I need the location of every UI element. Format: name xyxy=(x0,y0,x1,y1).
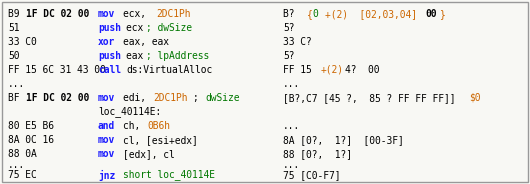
Text: ecx: ecx xyxy=(126,23,149,33)
Text: eax, eax: eax, eax xyxy=(123,37,169,47)
Text: push: push xyxy=(98,51,121,61)
Text: ...: ... xyxy=(283,79,301,89)
Text: ...: ... xyxy=(8,160,25,170)
Text: 1F DC 02 00: 1F DC 02 00 xyxy=(26,93,89,103)
Text: 2DC1Ph: 2DC1Ph xyxy=(156,9,190,19)
Text: short loc_40114E: short loc_40114E xyxy=(123,169,215,181)
Text: 80 E5 B6: 80 E5 B6 xyxy=(8,121,54,131)
Text: [B?,C7 [45 ?,  85 ? FF FF FF]]: [B?,C7 [45 ?, 85 ? FF FF FF]] xyxy=(283,93,455,103)
Text: 88 0A: 88 0A xyxy=(8,149,37,159)
Text: ...: ... xyxy=(283,160,301,170)
Text: 33 C0: 33 C0 xyxy=(8,37,37,47)
Text: B9: B9 xyxy=(8,9,25,19)
Text: dwSize: dwSize xyxy=(205,93,240,103)
Text: [edx], cl: [edx], cl xyxy=(123,149,175,159)
Text: 5?: 5? xyxy=(283,51,295,61)
Text: ...: ... xyxy=(8,79,25,89)
Text: ;: ; xyxy=(193,93,205,103)
Text: eax: eax xyxy=(126,51,149,61)
Text: mov: mov xyxy=(98,135,115,145)
Text: 88 [0?,  1?]: 88 [0?, 1?] xyxy=(283,149,352,159)
Text: +(2)  [02,03,04]: +(2) [02,03,04] xyxy=(325,9,423,19)
Text: ; dwSize: ; dwSize xyxy=(146,23,192,33)
Text: }: } xyxy=(439,9,445,19)
Text: and: and xyxy=(98,121,115,131)
Text: {: { xyxy=(307,9,313,19)
Text: ch,: ch, xyxy=(123,121,146,131)
Text: 50: 50 xyxy=(8,51,20,61)
Text: 00: 00 xyxy=(425,9,437,19)
Text: ; lpAddress: ; lpAddress xyxy=(146,51,209,61)
Text: 8A 0C 16: 8A 0C 16 xyxy=(8,135,54,145)
Text: FF 15 6C 31 43 00: FF 15 6C 31 43 00 xyxy=(8,65,106,75)
Text: mov: mov xyxy=(98,9,115,19)
Text: $0: $0 xyxy=(469,93,481,103)
Text: 8A [0?,  1?]  [00-3F]: 8A [0?, 1?] [00-3F] xyxy=(283,135,404,145)
Text: 2DC1Ph: 2DC1Ph xyxy=(153,93,188,103)
Text: edi,: edi, xyxy=(123,93,152,103)
Text: B?: B? xyxy=(283,9,306,19)
Text: mov: mov xyxy=(98,149,115,159)
Text: +(2): +(2) xyxy=(321,65,344,75)
Text: 33 C?: 33 C? xyxy=(283,37,312,47)
Text: push: push xyxy=(98,23,121,33)
Text: jnz: jnz xyxy=(98,169,115,181)
Text: 51: 51 xyxy=(8,23,20,33)
Text: cl, [esi+edx]: cl, [esi+edx] xyxy=(123,135,198,145)
Text: 75 [C0-F7]: 75 [C0-F7] xyxy=(283,170,340,180)
Text: 0: 0 xyxy=(313,9,324,19)
Text: FF 15: FF 15 xyxy=(283,65,317,75)
Text: 1F DC 02 00: 1F DC 02 00 xyxy=(26,9,89,19)
Text: 5?: 5? xyxy=(283,23,295,33)
Text: ...: ... xyxy=(283,121,301,131)
Text: 4?  00: 4? 00 xyxy=(345,65,379,75)
Text: 0B6h: 0B6h xyxy=(147,121,170,131)
Text: loc_40114E:: loc_40114E: xyxy=(98,107,161,117)
Text: BF: BF xyxy=(8,93,25,103)
Text: xor: xor xyxy=(98,37,115,47)
Text: 75 EC: 75 EC xyxy=(8,170,37,180)
Text: mov: mov xyxy=(98,93,115,103)
Text: call: call xyxy=(98,65,121,75)
Text: ds:VirtualAlloc: ds:VirtualAlloc xyxy=(126,65,212,75)
Text: ecx,: ecx, xyxy=(123,9,152,19)
